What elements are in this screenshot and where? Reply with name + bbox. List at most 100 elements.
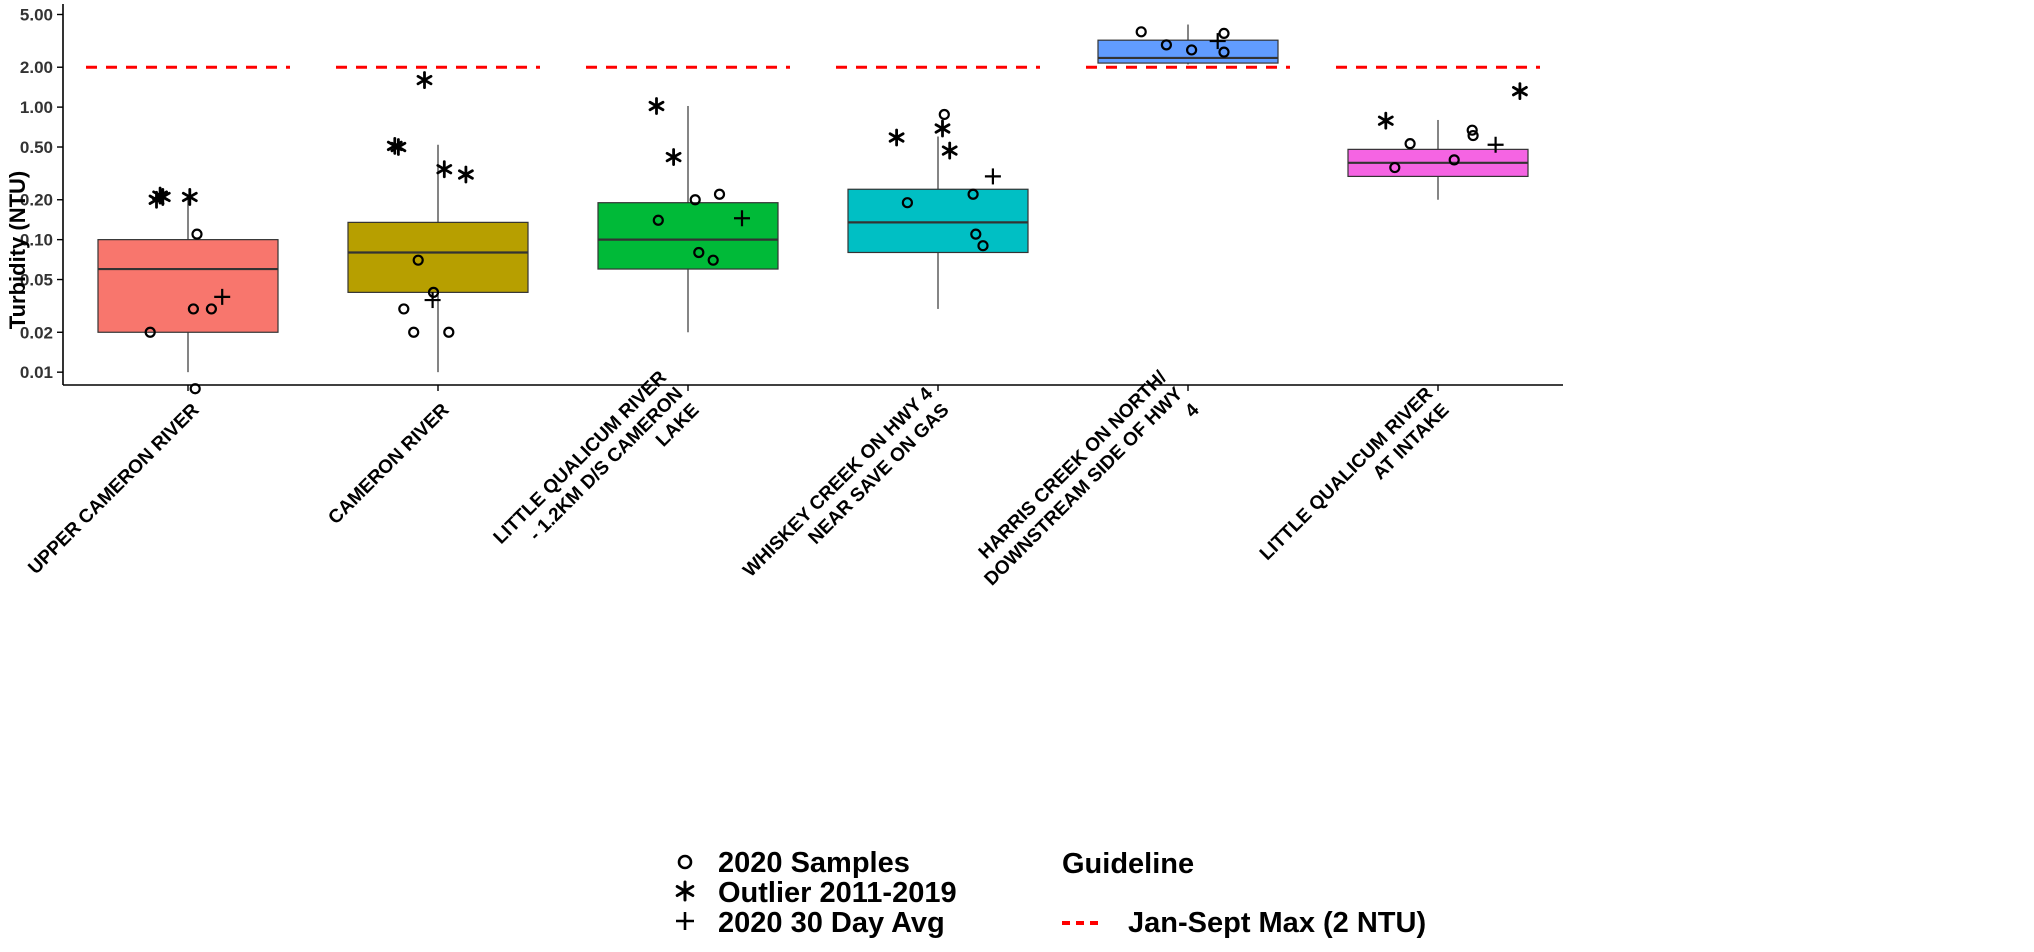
- sample-point: [901, 197, 914, 209]
- sample-point: [977, 240, 989, 252]
- outlier-point: [436, 160, 453, 179]
- y-tick-label: 0.01: [20, 363, 53, 382]
- x-tick-label-line: 4: [1181, 399, 1204, 422]
- legend-guideline-title: Guideline: [1062, 848, 1195, 880]
- outlier-point: [941, 141, 958, 160]
- x-tick-label-line: DOWNSTREAM SIDE OF HWY: [981, 383, 1188, 590]
- outlier-stroke: [648, 100, 665, 112]
- sample-point: [1448, 154, 1460, 166]
- legend-markers: 2020 Samples Outlier 2011-2019 2020 30 D…: [670, 846, 957, 939]
- outlier-stroke: [181, 191, 198, 203]
- avg-point: [984, 168, 1001, 185]
- sample-point: [412, 254, 424, 266]
- legend-item-samples: 2020 Samples: [670, 846, 957, 879]
- outlier-stroke: [154, 191, 171, 203]
- x-tick-label: CAMERON RIVER: [324, 399, 453, 528]
- sample-point: [1218, 46, 1230, 58]
- box-body: [597, 202, 779, 270]
- outlier-point: [154, 188, 171, 206]
- legend-label-guideline: Jan-Sept Max (2 NTU): [1128, 906, 1427, 939]
- sample-point: [693, 246, 705, 259]
- legend: 2020 Samples Outlier 2011-2019 2020 30 D…: [670, 846, 1470, 952]
- avg-point: [734, 210, 750, 227]
- sample-point: [398, 303, 410, 315]
- x-tick-label: LITTLE QUALICUM RIVERAT INTAKE: [1256, 383, 1454, 581]
- x-tick-label: LITTLE QUALICUM RIVER- 1.2KM D/S CAMERON…: [490, 367, 704, 581]
- sample-point: [967, 188, 979, 200]
- y-tick-label: 2.00: [20, 58, 53, 77]
- outlier-stroke: [1377, 115, 1394, 126]
- sample-point: [1404, 138, 1416, 150]
- sample-point: [1466, 124, 1478, 136]
- legend-item-avg: 2020 30 Day Avg: [670, 906, 957, 939]
- sample-point: [652, 214, 664, 226]
- outlier-stroke: [665, 151, 682, 163]
- outlier-point: [1512, 82, 1528, 101]
- x-tick-label-line: - 1.2KM D/S CAMERON: [525, 383, 687, 545]
- axes-layer: 0.01 0.02 0.05 0.10 0.20 0.50 1.00 2.00 5.00: [20, 4, 1563, 391]
- sample-point: [408, 326, 420, 338]
- y-axis-title: Turbidity (NTU): [5, 171, 30, 329]
- sample-point: [1467, 129, 1479, 142]
- legend-label-samples: 2020 Samples: [718, 846, 910, 879]
- avg-point: [1209, 33, 1226, 50]
- box-body: [847, 188, 1029, 254]
- x-tick-label-line: CAMERON RIVER: [324, 399, 453, 528]
- y-tick-label: 0.02: [20, 323, 53, 342]
- sample-point: [1160, 39, 1173, 51]
- sample-point: [707, 254, 719, 266]
- legend-item-guideline: Jan-Sept Max (2 NTU): [1062, 906, 1427, 939]
- sample-point: [187, 303, 199, 315]
- sample-point: [970, 228, 982, 240]
- sample-point: [1389, 161, 1401, 174]
- y-tick-label: 0.05: [20, 271, 53, 290]
- dashed-line-icon: [1062, 921, 1098, 925]
- outlier-stroke: [436, 164, 453, 175]
- y-tick-label: 0.20: [20, 191, 53, 210]
- boxes-layer: [97, 24, 1529, 373]
- y-tick-label: 0.50: [20, 138, 53, 157]
- x-tick-label-line: HARRIS CREEK ON NORTH/: [975, 367, 1172, 564]
- asterisk-icon: [670, 877, 700, 909]
- sample-point: [144, 326, 156, 338]
- x-tick-label: WHISKEY CREEK ON HWY 4NEAR SAVE ON GAS: [739, 383, 954, 598]
- x-tick-label-line: WHISKEY CREEK ON HWY 4: [739, 383, 937, 581]
- sample-point: [689, 194, 701, 206]
- outlier-point: [416, 71, 433, 89]
- points-layer: [144, 26, 1528, 395]
- outlier-point: [181, 188, 198, 206]
- sample-point: [1218, 27, 1230, 39]
- sample-point: [443, 326, 455, 338]
- legend-guideline: Guideline Jan-Sept Max (2 NTU): [1062, 848, 1427, 939]
- outlier-stroke: [888, 132, 905, 143]
- x-tick-label: HARRIS CREEK ON NORTH/DOWNSTREAM SIDE OF…: [964, 367, 1204, 607]
- legend-label-avg: 2020 30 Day Avg: [718, 906, 945, 939]
- outlier-stroke: [458, 169, 474, 180]
- box-body: [97, 239, 279, 333]
- outlier-stroke: [941, 145, 958, 156]
- legend-label-outlier: Outlier 2011-2019: [718, 876, 957, 909]
- outlier-point: [665, 148, 682, 166]
- x-tick-label-line: LITTLE QUALICUM RIVER: [490, 367, 671, 548]
- outlier-stroke: [1512, 85, 1528, 97]
- sample-point: [205, 303, 217, 315]
- outlier-stroke: [390, 141, 407, 153]
- outlier-point: [390, 138, 407, 156]
- box-body: [347, 221, 529, 293]
- sample-point: [938, 108, 950, 121]
- x-tick-label-line: LITTLE QUALICUM RIVER: [1256, 383, 1437, 564]
- x-labels-layer: UPPER CAMERON RIVER CAMERON RIVER LITTLE Q…: [24, 367, 1454, 607]
- legend-item-outlier: Outlier 2011-2019: [670, 876, 957, 909]
- y-tick-label: 1.00: [20, 98, 53, 117]
- outlier-point: [934, 119, 951, 138]
- sample-point: [1185, 44, 1198, 56]
- outlier-point: [888, 128, 905, 147]
- y-tick-label: 0.10: [20, 231, 53, 250]
- outlier-stroke: [416, 74, 433, 86]
- x-tick-label: UPPER CAMERON RIVER: [24, 399, 203, 578]
- outlier-point: [458, 165, 474, 184]
- avg-point: [214, 288, 231, 305]
- outlier-stroke: [934, 123, 951, 134]
- open-circle-icon: [670, 847, 700, 879]
- avg-point: [424, 292, 441, 309]
